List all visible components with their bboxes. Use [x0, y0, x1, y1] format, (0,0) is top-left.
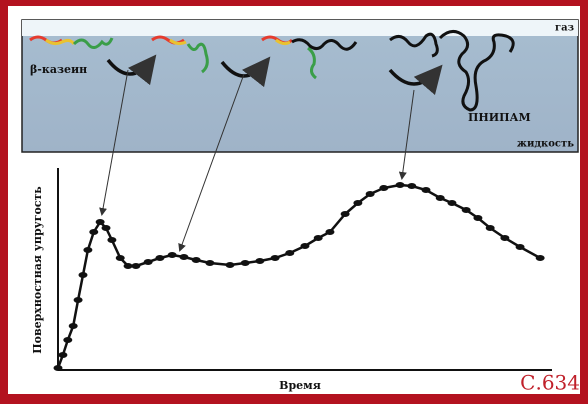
data-point — [300, 243, 309, 249]
data-point — [421, 187, 430, 193]
data-point — [447, 200, 456, 206]
data-point — [179, 254, 188, 260]
polymer-label: ПНИПАМ — [468, 111, 531, 124]
data-point — [353, 200, 362, 206]
data-point — [516, 244, 525, 250]
data-point — [341, 211, 350, 217]
data-point — [486, 225, 495, 231]
data-point — [436, 195, 445, 201]
data-point — [536, 255, 545, 261]
figure: β-казеин ПНИПАМ газ жидкость Время Повер… — [0, 0, 588, 400]
data-point — [314, 235, 323, 241]
data-point — [74, 297, 83, 303]
data-point — [131, 263, 140, 269]
data-point — [325, 229, 334, 235]
data-point — [500, 235, 509, 241]
data-point — [225, 262, 234, 268]
data-point — [144, 259, 153, 265]
data-point — [116, 255, 125, 261]
gas-label: газ — [555, 23, 574, 34]
data-point — [473, 215, 482, 221]
data-point — [102, 225, 111, 231]
data-point — [96, 219, 105, 225]
gas-layer — [22, 20, 578, 36]
data-point — [192, 257, 201, 263]
data-point — [271, 255, 280, 261]
data-point — [168, 252, 177, 258]
data-point — [379, 185, 388, 191]
data-point — [241, 260, 250, 266]
page-label: С.634 — [520, 371, 580, 395]
data-point — [396, 182, 405, 188]
data-point — [69, 323, 78, 329]
data-point — [205, 260, 214, 266]
liquid-label: жидкость — [517, 139, 574, 150]
data-point — [462, 207, 471, 213]
x-axis-label: Время — [279, 379, 321, 392]
data-point — [54, 365, 63, 371]
data-point — [155, 255, 164, 261]
y-axis-label: Поверхностная упругость — [31, 186, 44, 354]
data-point — [107, 237, 116, 243]
data-point — [407, 183, 416, 189]
data-point — [366, 191, 375, 197]
data-point — [124, 263, 133, 269]
protein-label: β-казеин — [30, 63, 87, 76]
data-point — [255, 258, 264, 264]
data-point — [58, 352, 67, 358]
data-point — [63, 337, 72, 343]
data-point — [285, 250, 294, 256]
data-point — [83, 247, 92, 253]
data-point — [89, 229, 98, 235]
data-point — [78, 272, 87, 278]
